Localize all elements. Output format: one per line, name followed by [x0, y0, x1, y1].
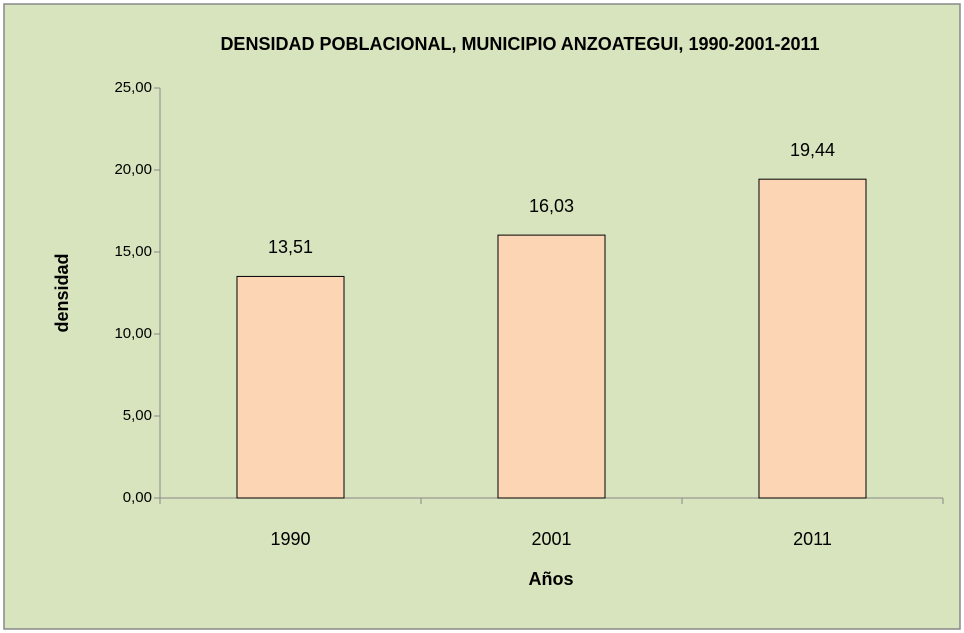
- x-tick-label: 2001: [531, 529, 571, 549]
- bar: [236, 275, 345, 499]
- y-tick-label: 0,00: [123, 489, 152, 506]
- data-label: 13,51: [268, 237, 313, 257]
- data-label: 16,03: [529, 196, 574, 216]
- x-tick-label: 2011: [793, 529, 832, 549]
- data-label: 19,44: [790, 140, 835, 160]
- bar: [497, 234, 606, 499]
- y-tick-label: 15,00: [114, 243, 152, 260]
- y-axis-label: densidad: [52, 253, 72, 332]
- bar: [758, 178, 867, 499]
- y-tick-label: 20,00: [114, 161, 152, 178]
- x-axis-label: Años: [529, 569, 574, 589]
- x-tick-label: 1990: [270, 529, 310, 549]
- y-tick-label: 25,00: [114, 79, 152, 96]
- y-tick-label: 10,00: [114, 325, 152, 342]
- chart-title: DENSIDAD POBLACIONAL, MUNICIPIO ANZOATEG…: [220, 34, 819, 54]
- y-tick-label: 5,00: [123, 407, 152, 424]
